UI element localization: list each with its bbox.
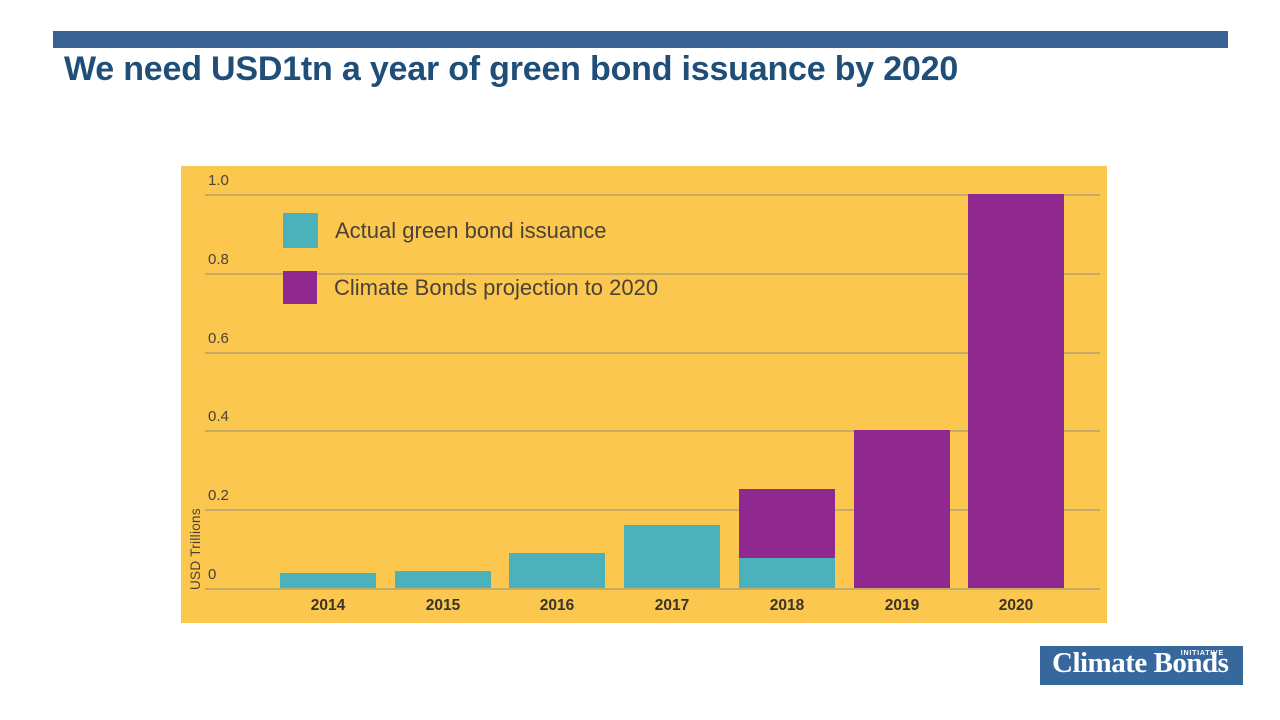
logo-initiative-text: INITIATIVE bbox=[1180, 650, 1224, 657]
green-bond-chart: USD Trillions 1.0 0.8 0.6 0.4 0.2 0 2014 2015 2… bbox=[181, 166, 1107, 623]
x-label-2019: 2019 bbox=[884, 597, 920, 614]
x-label-2014: 2014 bbox=[310, 597, 346, 614]
y-tick-0.8: 0.8 bbox=[208, 251, 229, 268]
header-accent-bar bbox=[53, 31, 1228, 48]
legend-label-projection: Climate Bonds projection to 2020 bbox=[334, 274, 659, 300]
legend-item-actual: Actual green bond issuance bbox=[283, 213, 658, 248]
gridline-0.8 bbox=[205, 273, 1100, 275]
gridline-1.0 bbox=[205, 194, 1100, 196]
legend-label-actual-issuance: Actual green bond issuance bbox=[335, 217, 607, 243]
bar-2018-actual bbox=[739, 558, 835, 588]
y-tick-1.0: 1.0 bbox=[208, 172, 229, 189]
legend: Actual green bond issuance Climate Bonds… bbox=[283, 213, 658, 304]
bar-2020-projection bbox=[968, 194, 1064, 588]
y-tick-0.6: 0.6 bbox=[208, 330, 229, 347]
climate-bonds-initiative-logo: INITIATIVE Climate Bonds bbox=[1040, 646, 1243, 685]
x-label-2015: 2015 bbox=[425, 597, 461, 614]
gridline-0 bbox=[205, 588, 1100, 590]
gridline-0.6 bbox=[205, 352, 1100, 354]
y-tick-0: 0 bbox=[208, 566, 217, 583]
y-axis-label: USD Trillions bbox=[188, 508, 203, 590]
legend-swatch-projection bbox=[283, 271, 317, 304]
x-label-2020: 2020 bbox=[998, 597, 1034, 614]
bar-2017-actual bbox=[624, 525, 720, 588]
bar-2014-actual bbox=[280, 573, 376, 588]
gridline-0.2 bbox=[205, 509, 1100, 511]
logo-wordmark: Climate Bonds bbox=[1052, 647, 1229, 679]
y-tick-0.2: 0.2 bbox=[208, 487, 229, 504]
x-label-2016: 2016 bbox=[539, 597, 575, 614]
legend-item-projection: Climate Bonds projection to 2020 bbox=[283, 271, 658, 304]
bar-2019-projection bbox=[854, 430, 950, 588]
x-label-2018: 2018 bbox=[769, 597, 805, 614]
bar-2015-actual bbox=[395, 571, 491, 588]
gridline-0.4 bbox=[205, 430, 1100, 432]
y-tick-0.4: 0.4 bbox=[208, 408, 229, 425]
legend-swatch-actual-issuance bbox=[283, 213, 318, 248]
bar-2016-actual bbox=[509, 553, 605, 588]
slide-title: We need USD1tn a year of green bond issu… bbox=[64, 50, 959, 88]
x-label-2017: 2017 bbox=[654, 597, 690, 614]
